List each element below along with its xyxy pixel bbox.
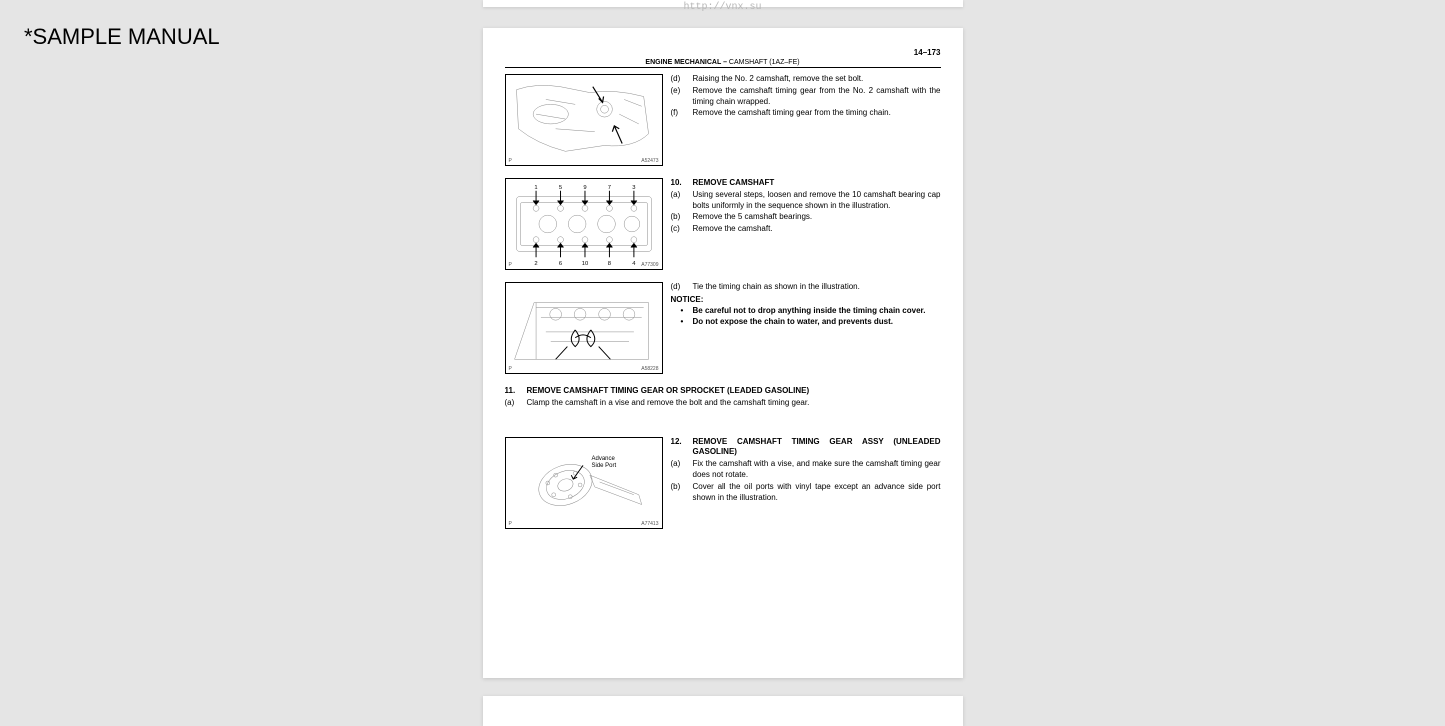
svg-text:8: 8 — [607, 261, 610, 267]
timing-chain-diagram-icon — [506, 283, 662, 373]
fig-corner-p: P — [509, 158, 512, 164]
bolt-sequence-diagram-icon: 1 5 9 7 3 2 6 10 8 4 — [506, 179, 662, 269]
step-11a: (a) — [505, 398, 527, 409]
step-11a-text: Clamp the camshaft in a vise and remove … — [527, 398, 941, 409]
fig-id-1: A52473 — [641, 158, 658, 164]
step-e: (e) — [671, 86, 693, 108]
fig-corner-p2: P — [509, 262, 512, 268]
header-sub: CAMSHAFT (1AZ–FE) — [729, 59, 800, 66]
step-10c-text: Remove the camshaft. — [693, 224, 941, 235]
step-12b-text: Cover all the oil ports with vinyl tape … — [693, 482, 941, 504]
next-page-sliver — [483, 696, 963, 726]
bullet-1: • — [681, 306, 693, 317]
step-10-title: REMOVE CAMSHAFT — [693, 178, 941, 189]
annot-sideport: Side Port — [592, 463, 617, 469]
bullet-2-text: Do not expose the chain to water, and pr… — [693, 317, 941, 328]
svg-text:10: 10 — [581, 261, 588, 267]
step-12b: (b) — [671, 482, 693, 504]
text-block-1: (d)Raising the No. 2 camshaft, remove th… — [671, 74, 941, 120]
engine-diagram-icon — [506, 75, 662, 165]
section-11: 11.REMOVE CAMSHAFT TIMING GEAR OR SPROCK… — [505, 386, 941, 409]
page-number: 14–173 — [914, 48, 941, 57]
annot-advance: Advance — [592, 456, 615, 462]
step-d-text: Raising the No. 2 camshaft, remove the s… — [693, 74, 941, 85]
notice-label: NOTICE: — [671, 295, 941, 306]
svg-text:6: 6 — [558, 261, 561, 267]
step-10a: (a) — [671, 190, 693, 212]
fig-id-5: A77413 — [641, 521, 658, 527]
step-12a: (a) — [671, 459, 693, 481]
step-d2: (d) — [671, 282, 693, 293]
svg-text:1: 1 — [534, 185, 537, 191]
step-10c: (c) — [671, 224, 693, 235]
text-block-5: 12.REMOVE CAMSHAFT TIMING GEAR ASSY (UNL… — [671, 437, 941, 505]
svg-text:3: 3 — [632, 185, 635, 191]
step-11-title: REMOVE CAMSHAFT TIMING GEAR OR SPROCKET … — [527, 386, 941, 397]
step-d: (d) — [671, 74, 693, 85]
watermark-url: http://vnx.su — [683, 2, 761, 13]
figure-5: Advance Side Port P A77413 — [505, 437, 663, 529]
fig-corner-p5: P — [509, 521, 512, 527]
svg-text:7: 7 — [607, 185, 610, 191]
step-10a-text: Using several steps, loosen and remove t… — [693, 190, 941, 212]
timing-gear-assy-icon — [506, 438, 662, 528]
step-10b: (b) — [671, 212, 693, 223]
bullet-2: • — [681, 317, 693, 328]
text-block-3: (d)Tie the timing chain as shown in the … — [671, 282, 941, 329]
manual-page: 14–173 ENGINE MECHANICAL – CAMSHAFT (1AZ… — [483, 28, 963, 678]
svg-text:4: 4 — [632, 261, 636, 267]
bullet-1-text: Be careful not to drop anything inside t… — [693, 306, 941, 317]
header-main: ENGINE MECHANICAL — [645, 59, 721, 66]
text-block-2: 10.REMOVE CAMSHAFT (a)Using several step… — [671, 178, 941, 236]
header-title: ENGINE MECHANICAL – CAMSHAFT (1AZ–FE) — [645, 59, 799, 66]
step-f: (f) — [671, 108, 693, 119]
step-12-title: REMOVE CAMSHAFT TIMING GEAR ASSY (UNLEAD… — [693, 437, 941, 459]
step-10b-text: Remove the 5 camshaft bearings. — [693, 212, 941, 223]
step-11: 11. — [505, 386, 527, 397]
svg-text:5: 5 — [558, 185, 562, 191]
section-tie-chain: P A58228 (d)Tie the timing chain as show… — [505, 282, 941, 374]
step-12a-text: Fix the camshaft with a vise, and make s… — [693, 459, 941, 481]
figure-1: P A52473 — [505, 74, 663, 166]
step-f-text: Remove the camshaft timing gear from the… — [693, 108, 941, 119]
section-remove-camshaft: 1 5 9 7 3 2 6 10 8 4 P A77309 10.REMOVE CAMSHAFT… — [505, 178, 941, 270]
figure-3: P A58228 — [505, 282, 663, 374]
step-d2-text: Tie the timing chain as shown in the ill… — [693, 282, 941, 293]
section-12: Advance Side Port P A77413 12.REMOVE CAM… — [505, 437, 941, 529]
step-e-text: Remove the camshaft timing gear from the… — [693, 86, 941, 108]
fig-id-2: A77309 — [641, 262, 658, 268]
fig-id-3: A58228 — [641, 366, 658, 372]
step-12: 12. — [671, 437, 693, 459]
page-header: 14–173 ENGINE MECHANICAL – CAMSHAFT (1AZ… — [505, 54, 941, 68]
svg-text:9: 9 — [583, 185, 586, 191]
svg-text:2: 2 — [534, 261, 537, 267]
fig-corner-p3: P — [509, 366, 512, 372]
figure-2: 1 5 9 7 3 2 6 10 8 4 P A77309 — [505, 178, 663, 270]
sample-manual-label: *SAMPLE MANUAL — [24, 24, 220, 50]
step-10: 10. — [671, 178, 693, 189]
section-raise-camshaft: P A52473 (d)Raising the No. 2 camshaft, … — [505, 74, 941, 166]
header-sep: – — [721, 59, 729, 66]
